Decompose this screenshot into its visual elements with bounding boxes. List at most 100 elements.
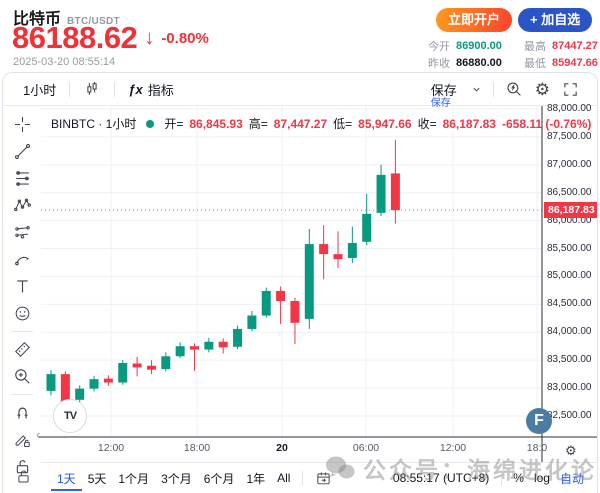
range-5d[interactable]: 5天 — [82, 466, 113, 491]
range-1d[interactable]: 1天 — [51, 466, 82, 491]
price-axis-label: 86,000.00 — [547, 214, 592, 226]
chart-toolbar: 1小时 ƒx 指标 保存 保存 — [3, 73, 597, 109]
price-axis-label: 88,000.00 — [547, 103, 592, 114]
candle-body — [46, 374, 56, 391]
tool-fib-retracement[interactable] — [8, 165, 36, 192]
pencil-lock-icon — [15, 435, 30, 447]
tool-crosshair[interactable] — [8, 111, 36, 138]
gear-icon: ⚙ — [565, 443, 577, 458]
stat-prev-close-value: 86880.00 — [456, 57, 502, 69]
trend-line-icon — [14, 143, 30, 160]
rail-divider — [11, 394, 33, 395]
chart-legend[interactable]: BINBTC · 1小时 开= 86,845.93 高= 87,447.27 低= 8… — [51, 115, 591, 132]
chevron-down-icon — [473, 87, 480, 92]
tool-xabcd-pattern[interactable] — [8, 192, 36, 219]
legend-high: 87,447.27 — [273, 116, 328, 131]
save-button[interactable]: 保存 — [423, 76, 465, 103]
last-price-badge: 86,187.83 — [544, 202, 597, 219]
candle-body — [390, 173, 400, 211]
log-scale-toggle[interactable]: log — [529, 469, 555, 487]
gear-icon: ⚙ — [534, 79, 550, 99]
tradingview-logo[interactable]: TV — [53, 399, 87, 433]
stat-high-label: 最高 — [524, 41, 546, 53]
price-axis-label: 85,500.00 — [547, 242, 592, 254]
range-1m[interactable]: 1个月 — [112, 466, 155, 491]
candle-body — [362, 213, 372, 242]
candle-body — [75, 388, 85, 400]
stat-low-value: 85947.66 — [552, 57, 598, 69]
goto-date-button[interactable] — [309, 467, 338, 490]
magnet-icon — [17, 407, 27, 419]
fib-retracement-icon — [15, 171, 29, 186]
timezone-clock-button[interactable]: 08:55:17 (UTC+8) — [387, 470, 495, 486]
brush-icon — [14, 256, 29, 266]
time-axis-label: 12:00 — [97, 442, 125, 454]
quick-search-button[interactable] — [499, 77, 529, 101]
chart-style-button[interactable] — [75, 76, 109, 102]
bottom-bar-divider — [302, 470, 304, 486]
price-axis-label: 84,500.00 — [547, 298, 592, 310]
symbol-name: 比特币 — [13, 11, 62, 28]
candle-body — [276, 290, 286, 302]
tool-measure[interactable] — [8, 336, 36, 363]
tool-projection[interactable] — [8, 219, 36, 246]
price-row: 86188.62 ↓ -0.80% — [12, 20, 209, 56]
percent-scale-toggle[interactable]: % — [508, 469, 529, 487]
range-3m[interactable]: 3个月 — [155, 466, 198, 491]
unlock-icon — [18, 470, 29, 483]
candle-body — [333, 254, 343, 260]
save-dropdown-button[interactable] — [465, 81, 488, 98]
emoji-icon — [15, 306, 29, 321]
stat-open-value: 86900.00 — [456, 40, 502, 52]
tool-text[interactable] — [8, 273, 36, 300]
range-6m[interactable]: 6个月 — [198, 466, 241, 491]
stat-prev-close: 昨收 86880.00 — [428, 55, 502, 71]
tool-drawing-mode-lock[interactable] — [8, 426, 36, 453]
candle-body — [132, 363, 142, 368]
fullscreen-icon — [564, 82, 577, 96]
indicators-button[interactable]: ƒx 指标 — [120, 76, 181, 103]
candle-body — [290, 301, 300, 323]
open-account-button[interactable]: 立即开户 — [436, 8, 513, 32]
candle-body — [118, 362, 128, 383]
add-watchlist-button[interactable]: + 加自选 — [518, 8, 593, 32]
tool-lock-all[interactable] — [8, 453, 36, 480]
candle-body — [60, 374, 70, 402]
range-all[interactable]: All — [271, 467, 296, 489]
stat-open: 今开 86900.00 — [428, 38, 502, 54]
interval-button[interactable]: 1小时 — [15, 76, 64, 103]
tool-magnet[interactable] — [8, 399, 36, 426]
scale-lock-button[interactable] — [15, 468, 32, 488]
last-price: 86188.62 — [12, 20, 138, 55]
tool-brush[interactable] — [8, 246, 36, 273]
legend-change: -658.11 (-0.76%) — [501, 116, 592, 131]
symbol-pair: BTC/USDT — [67, 16, 120, 27]
stat-low: 最低 85947.66 — [524, 55, 598, 71]
toolbar-divider — [114, 81, 116, 97]
header: 比特币 BTC/USDT 86188.62 ↓ -0.80% 2025-03-2… — [0, 0, 600, 72]
legend-series: BINBTC · 1小时 — [51, 117, 137, 131]
bottom-bar-divider — [501, 470, 503, 486]
price-axis-label: 83,500.00 — [547, 354, 592, 366]
candle-body — [103, 378, 113, 383]
candle-body — [233, 328, 243, 347]
fullscreen-button[interactable] — [556, 78, 585, 101]
tool-zoom-in[interactable] — [8, 363, 36, 390]
tool-emoji[interactable] — [8, 300, 36, 327]
calendar-icon — [317, 471, 331, 484]
stat-open-label: 今开 — [428, 41, 450, 53]
change-percent: -0.80% — [161, 29, 209, 47]
settings-button[interactable]: ⚙ — [529, 78, 556, 101]
stat-high: 最高 87447.27 — [524, 38, 598, 54]
auto-scale-toggle[interactable]: 自动 — [555, 468, 589, 489]
collapse-rail-handle[interactable]: ‹ — [36, 427, 40, 442]
price-axis-label: 86,500.00 — [547, 186, 592, 198]
candlestick-chart[interactable] — [3, 73, 598, 493]
range-1y[interactable]: 1年 — [240, 466, 271, 491]
axis-settings-button[interactable]: ⚙ — [559, 442, 583, 460]
time-axis-label: 18:0 — [526, 442, 548, 454]
tool-trend-line[interactable] — [8, 138, 36, 165]
candle-body — [376, 174, 386, 213]
lock-open-icon — [16, 460, 28, 474]
time-axis-label: 06:00 — [352, 442, 380, 454]
